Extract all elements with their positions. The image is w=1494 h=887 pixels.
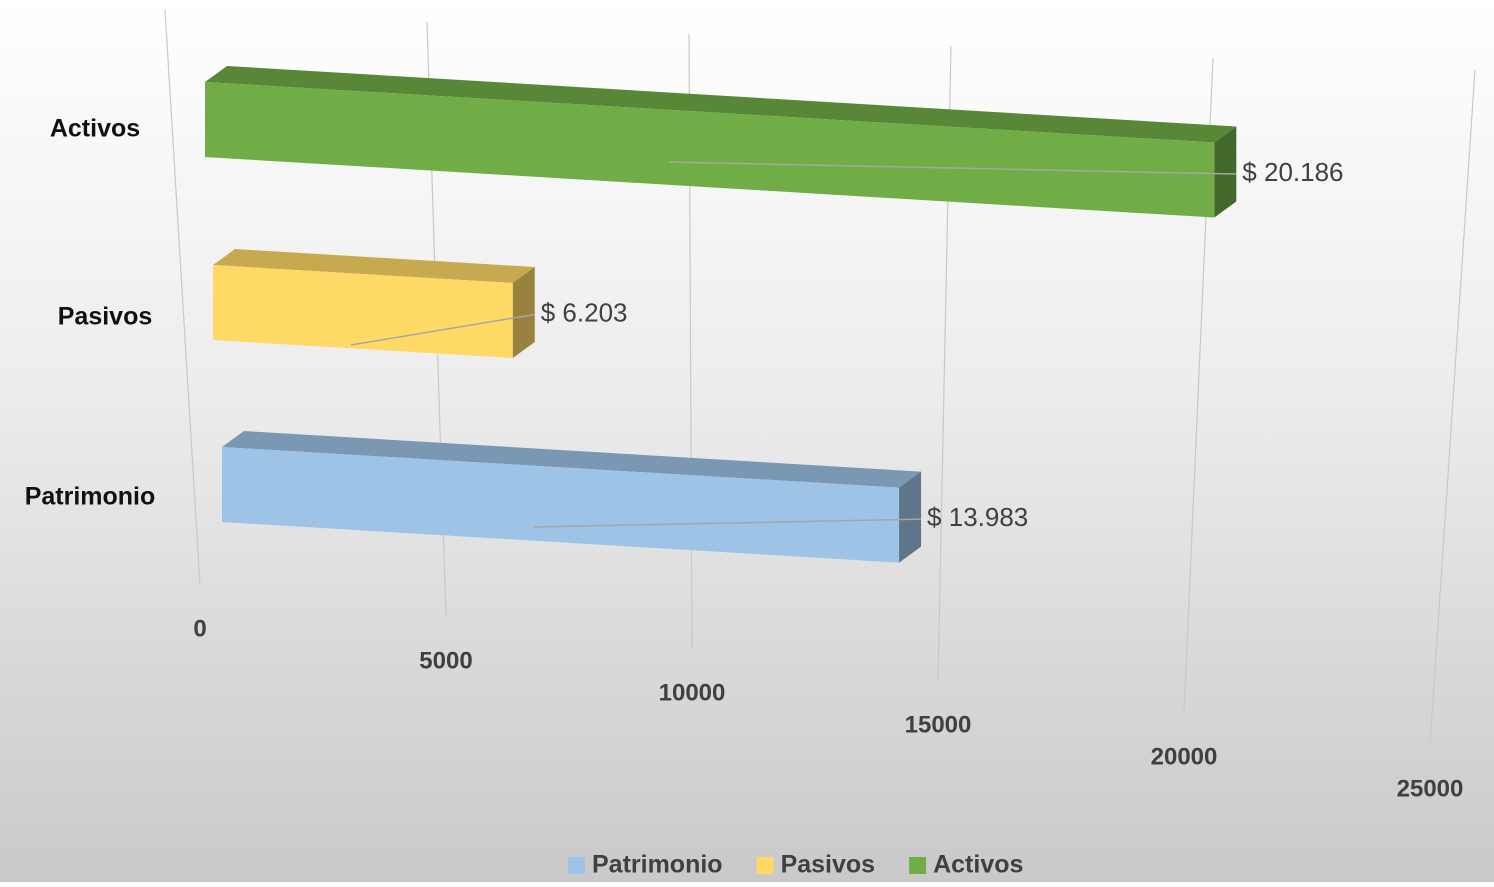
bar-top [213,249,535,283]
x-tick-label: 0 [193,615,206,642]
bar-front [205,82,1215,218]
bar [205,66,1237,218]
bar-side [899,471,922,563]
x-tick-label: 25000 [1397,775,1464,802]
legend-swatch [756,857,774,874]
leader-line [669,161,1237,175]
category-label: Activos [50,115,140,143]
bar-front [222,447,900,563]
value-label: $ 20.186 [1242,157,1343,187]
bar [222,431,922,563]
legend-swatch [909,857,927,874]
x-tick-label: 15000 [905,711,972,738]
legend-label: Patrimonio [592,851,723,879]
legend-label: Activos [933,851,1023,879]
value-label: $ 13.983 [927,502,1028,532]
leader-line [350,313,535,346]
x-tick-label: 20000 [1151,743,1218,770]
x-tick-label: 5000 [419,647,472,674]
category-label: Patrimonio [25,483,156,511]
value-label: $ 6.203 [541,297,628,327]
bar-top [205,66,1237,143]
x-tick-label: 10000 [659,679,726,706]
legend-swatch [568,857,585,874]
grid-line [1429,69,1476,746]
bar-top [222,431,922,488]
bar-front [213,265,513,358]
bar-side [512,266,535,358]
grid-line [164,9,201,586]
leader-line [533,518,922,528]
bar [213,249,535,358]
category-label: Pasivos [58,303,153,331]
legend-label: Pasivos [781,851,876,879]
bar-side [1214,126,1237,218]
